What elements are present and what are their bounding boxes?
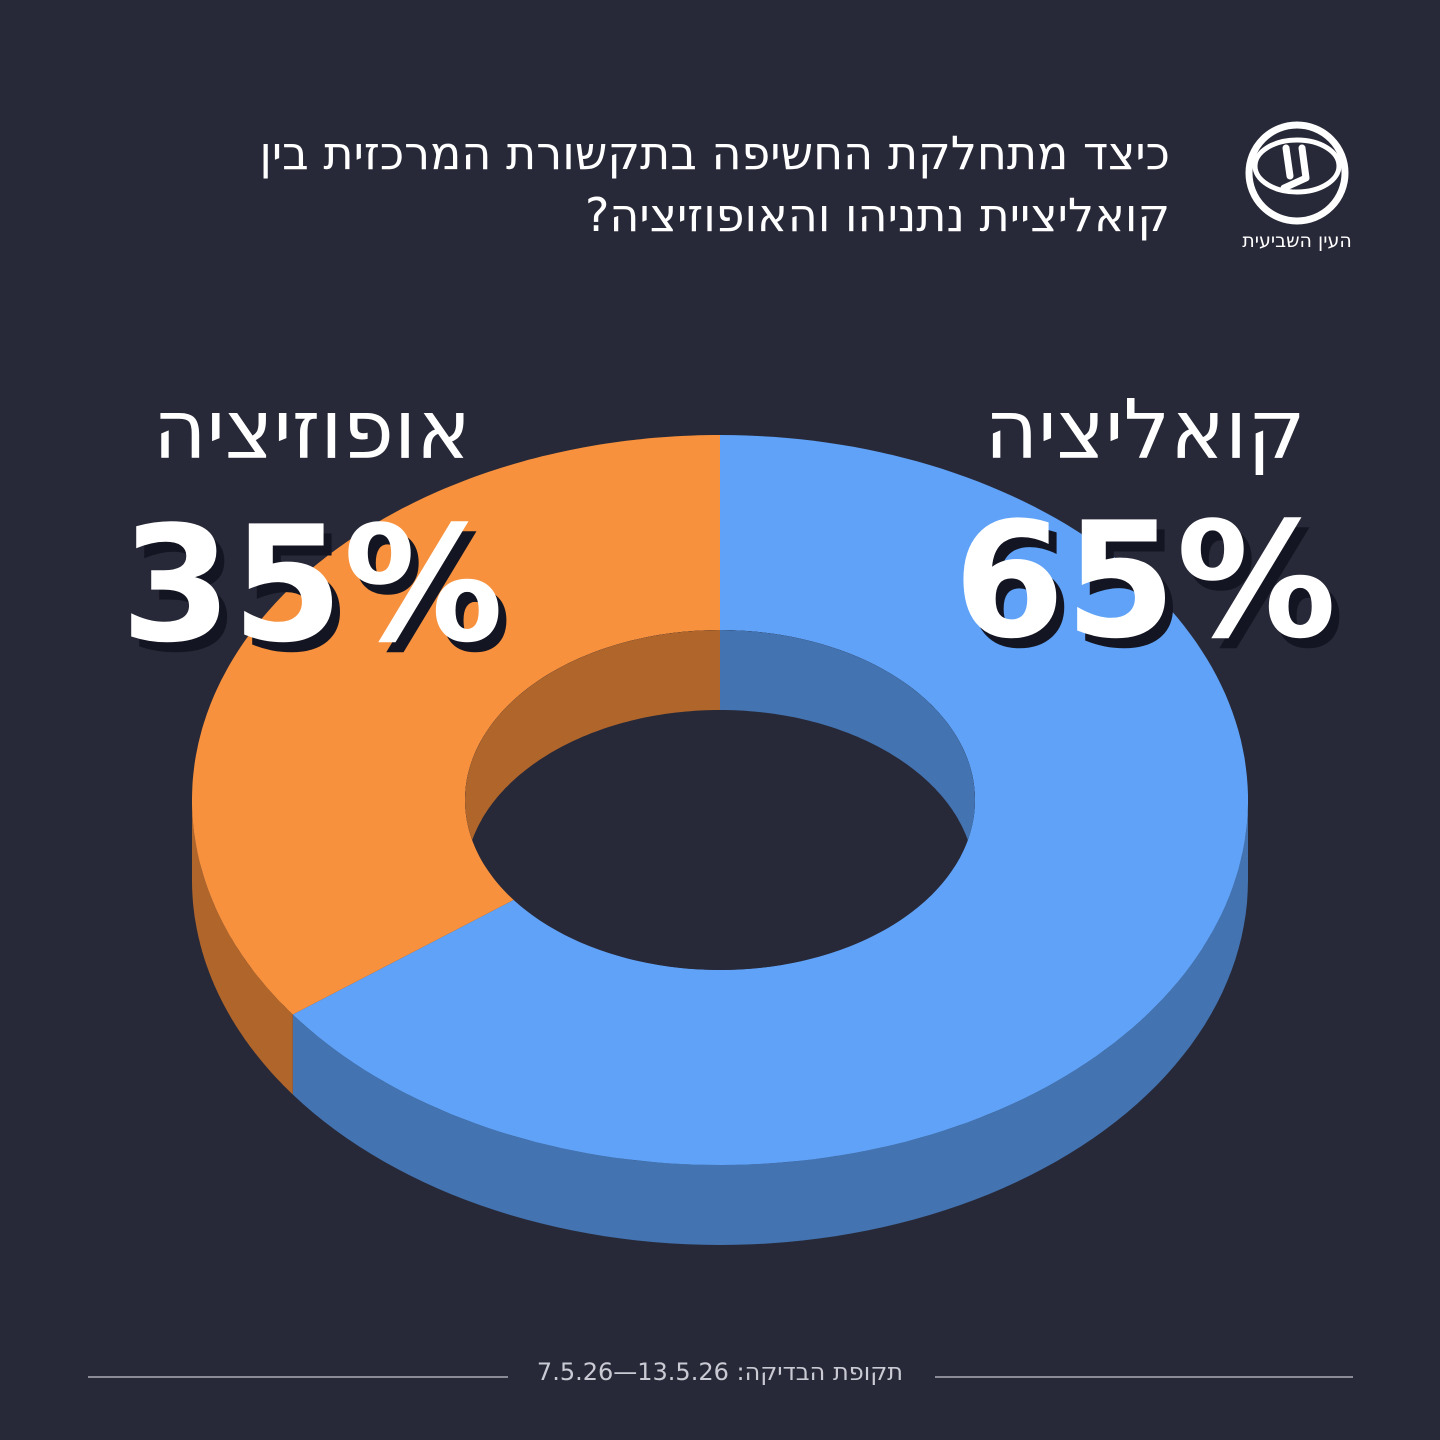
logo-eye [1252,137,1342,195]
footer-range: 7.5.26—13.5.26 [536,1358,729,1386]
logo-letter [1280,144,1310,192]
value-shadow-coalition: 65% [962,497,1345,684]
title-line-2: קואליציית נתניהו והאופוזיציה? [584,188,1170,242]
label-opposition: אופוזיציה [153,383,471,478]
logo-ring [1245,121,1349,225]
chart-title: כיצד מתחלקת החשיפה בתקשורת המרכזית בין ק… [70,122,1170,246]
slice-opposition [192,435,720,1015]
footer-divider-right [935,1376,1353,1378]
footer-label: תקופת הבדיקה: [736,1358,904,1386]
inner-wall-opposition [465,630,720,880]
seventh-eye-logo [1245,121,1349,225]
value-coalition: 65% [954,487,1337,674]
logo-caption: העין השביעית [1242,230,1352,252]
inner-wall-coalition [720,630,975,880]
label-coalition: קואליציה [985,383,1306,478]
slice-coalition [292,435,1248,1165]
footer-divider-left [88,1376,508,1378]
outer-wall-coalition [292,800,1248,1245]
title-line-1: כיצד מתחלקת החשיפה בתקשורת המרכזית בין [259,126,1170,180]
value-opposition: 35% [121,491,504,678]
value-shadow-opposition: 35% [129,501,512,688]
footer-period: תקופת הבדיקה: 7.5.26—13.5.26 [480,1358,960,1386]
outer-wall-opposition [192,800,293,1095]
